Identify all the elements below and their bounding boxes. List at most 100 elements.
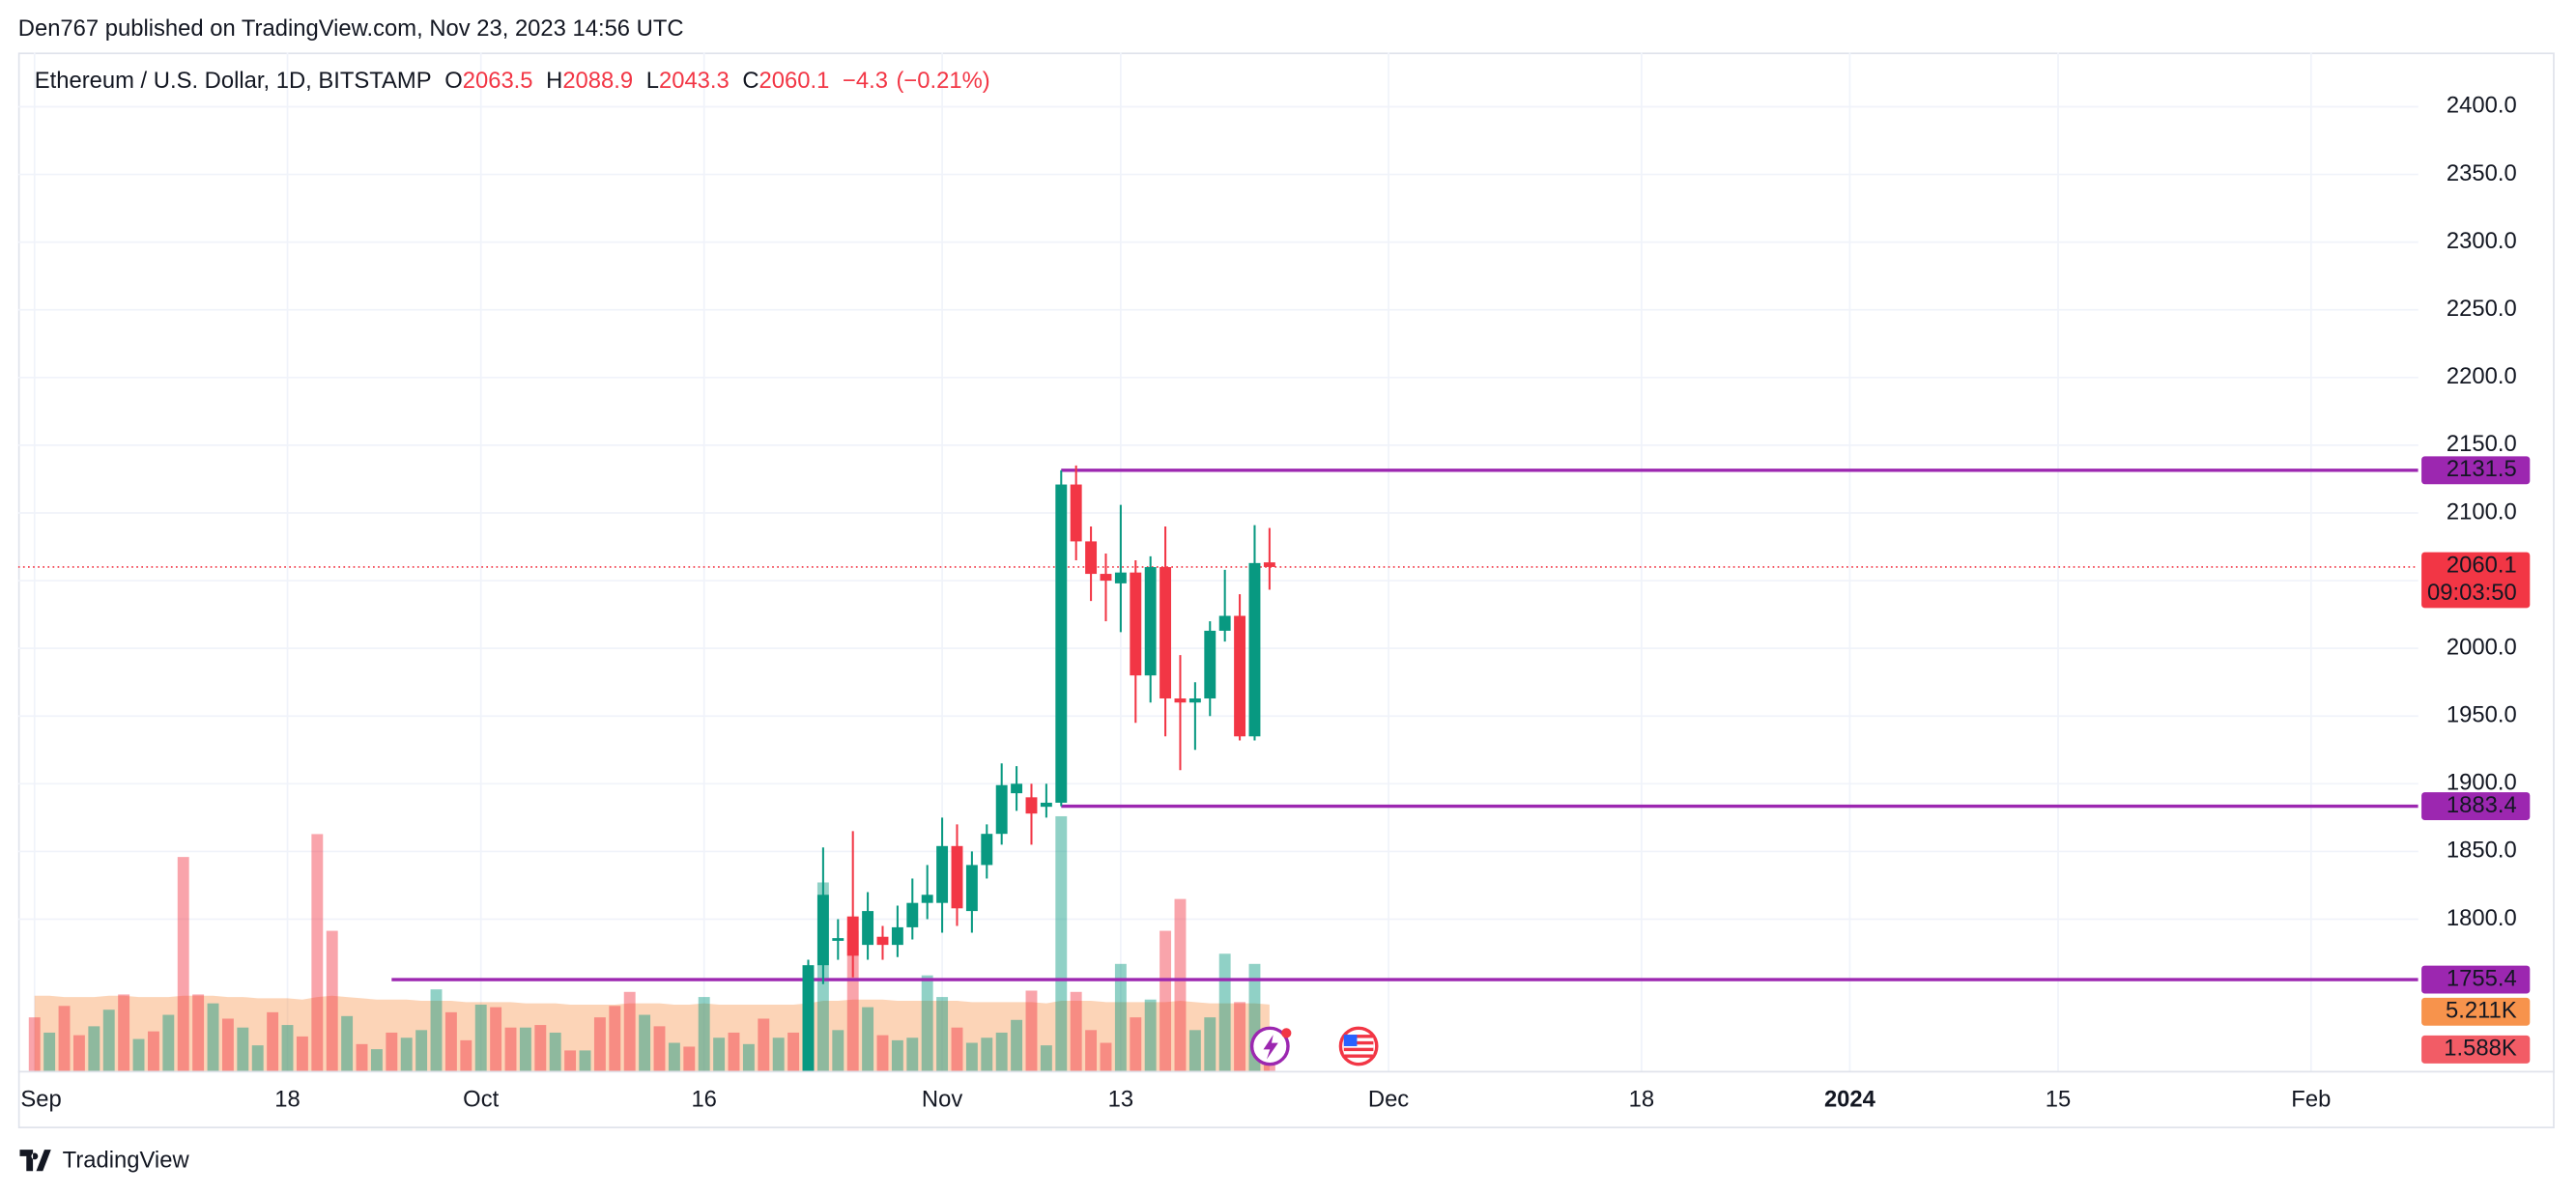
y-tick-label: 2100.0 [2447, 498, 2517, 525]
volume-bar [490, 1007, 502, 1071]
ohlc-value: 2063.5 [463, 68, 533, 94]
candle-body [1144, 567, 1157, 676]
grid [17, 52, 2419, 1071]
candle-body [1025, 797, 1038, 814]
volume-bar [653, 1026, 666, 1071]
volume-ma-area [34, 995, 1270, 1071]
y-tick-label: 2150.0 [2447, 431, 2517, 457]
volume-bar [237, 1027, 249, 1071]
y-tick-label: 2350.0 [2447, 160, 2517, 186]
volume-bar [251, 1045, 264, 1071]
volume-bar [995, 1032, 1008, 1071]
flag-stripe [1343, 1044, 1374, 1048]
volume-bar [118, 994, 130, 1071]
level-label: 1883.4 [2447, 792, 2517, 818]
volume-bar [267, 1011, 279, 1071]
volume-bar [742, 1043, 755, 1071]
volume-bar [534, 1025, 547, 1071]
candle-body [1204, 630, 1216, 699]
candle-body [906, 902, 919, 927]
volume-bar [1055, 815, 1068, 1071]
volume-bar [386, 1032, 398, 1071]
flag-canton [1343, 1035, 1358, 1046]
volume-bar [876, 1035, 889, 1071]
volume-bar [519, 1027, 531, 1071]
x-tick-label: 13 [1108, 1086, 1133, 1112]
candle-body [1188, 698, 1201, 703]
ohlc-value: 2043.3 [659, 68, 730, 94]
volume-bar [1085, 1030, 1098, 1071]
legend: Ethereum / U.S. Dollar, 1D, BITSTAMP O206… [35, 68, 990, 94]
candle-body [802, 965, 815, 1071]
volume-bar [281, 1025, 294, 1071]
volume-bar [43, 1032, 56, 1071]
candle-body [951, 845, 963, 909]
level-label-box [2421, 456, 2531, 485]
volume-bar [1114, 963, 1127, 1071]
volume-bar [683, 1046, 696, 1071]
x-tick-label: Feb [2291, 1086, 2331, 1112]
volume-bar [1248, 963, 1261, 1071]
volume-bar [832, 1030, 844, 1071]
volume-ma-label-box [2421, 997, 2531, 1026]
candle-body [1114, 572, 1127, 583]
x-tick-label: Dec [1368, 1086, 1409, 1112]
x-tick-label: 2024 [1824, 1086, 1876, 1112]
economic-event-icon[interactable] [1338, 1026, 1379, 1066]
volume-bar [147, 1031, 159, 1071]
candle-body [1085, 541, 1098, 575]
lightning [1263, 1035, 1278, 1060]
ohlc-value: 2088.9 [562, 68, 633, 94]
candle-body [832, 938, 844, 941]
volume-bar [936, 997, 949, 1071]
volume-bar [1234, 1002, 1246, 1071]
volume-bar [593, 1017, 606, 1071]
x-tick-label: Nov [922, 1086, 962, 1112]
volume-bar [72, 1035, 85, 1071]
y-tick-label: 2200.0 [2447, 363, 2517, 389]
price-layer [17, 465, 2419, 1071]
y-tick-label: 2000.0 [2447, 634, 2517, 660]
y-tick-label: 1800.0 [2447, 905, 2517, 931]
ohlc-label: H [546, 68, 562, 94]
volume-bar [1174, 898, 1187, 1071]
y-tick-label: 2300.0 [2447, 228, 2517, 254]
volume-bar [921, 975, 933, 1071]
candle-body [995, 784, 1008, 835]
candle-body [862, 911, 874, 946]
volume-bar [1011, 1019, 1023, 1071]
level-label-box [2421, 965, 2531, 994]
volume-bar [88, 1026, 100, 1071]
brand-logo[interactable]: TradingView [19, 1147, 189, 1173]
volume-layer [28, 815, 1275, 1071]
x-tick-label: 15 [2046, 1086, 2071, 1112]
frame [17, 52, 2555, 1128]
volume-ma-label: 5.211K [2446, 998, 2517, 1024]
current-price-label: 09:03:50 [2427, 580, 2517, 606]
change: −4.3 [843, 68, 888, 94]
volume-bar [758, 1018, 770, 1071]
volume-bar [460, 1039, 472, 1071]
volume-bar [132, 1038, 145, 1071]
y-tick-label: 2250.0 [2447, 296, 2517, 322]
current-price-label-box [2421, 552, 2531, 609]
volume-bar [965, 1042, 978, 1071]
volume-bar [623, 991, 636, 1071]
volume-bar [444, 1011, 457, 1071]
volume-label: 1.588K [2444, 1036, 2517, 1062]
candle-body [1040, 802, 1052, 808]
candle-body [1234, 615, 1246, 737]
volume-bar [370, 1049, 383, 1071]
volume-bar [698, 997, 710, 1071]
volume-bar [787, 1032, 800, 1071]
volume-bar [1130, 1017, 1142, 1071]
volume-bar [311, 834, 324, 1071]
y-tick-label: 2400.0 [2447, 93, 2517, 119]
flag-stripe [1343, 1038, 1374, 1041]
ohlc-label: O [444, 68, 463, 94]
candle-body [1011, 783, 1023, 794]
event-icon[interactable] [1249, 1026, 1292, 1066]
volume-bar [549, 1032, 561, 1071]
